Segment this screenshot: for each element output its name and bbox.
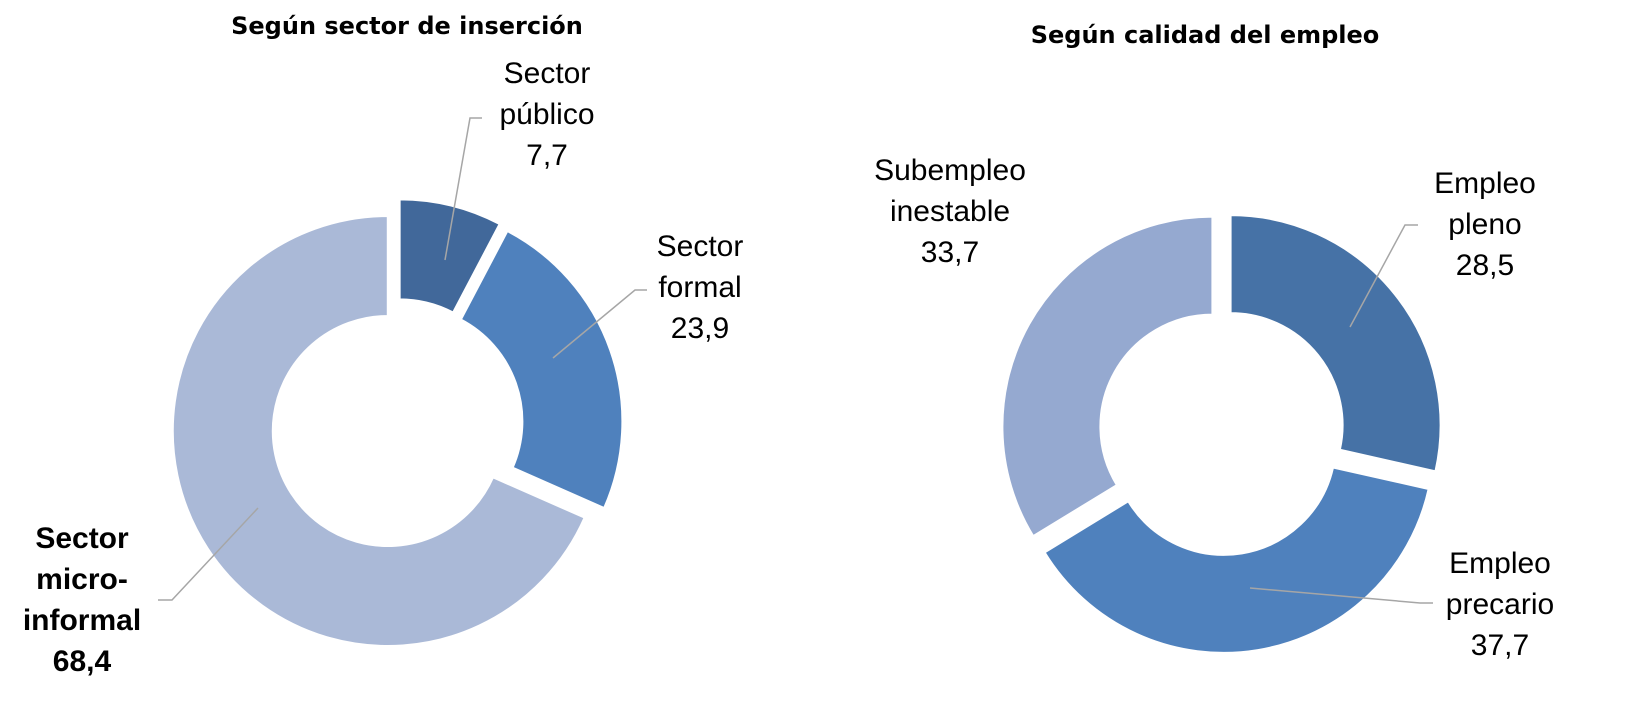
- slice-label: Sector público: [499, 57, 594, 131]
- value-label: 23,9: [671, 312, 729, 345]
- leader-line: [1349, 224, 1418, 328]
- donut-slice: [1001, 215, 1214, 538]
- value-label: 7,7: [526, 139, 568, 172]
- chart-title: Según sector de inserción: [231, 12, 583, 40]
- donut-slice: [459, 229, 624, 510]
- donut-slice: [171, 215, 586, 647]
- value-label: 33,7: [921, 236, 979, 269]
- leader-line: [444, 117, 482, 261]
- slice-label: Sector micro-informal: [23, 522, 141, 637]
- donut-slice: [1229, 214, 1442, 473]
- leader-line: [552, 289, 647, 359]
- value-label: 68,4: [53, 645, 112, 678]
- chart-title: Según calidad del empleo: [1031, 21, 1380, 49]
- slice-label: Empleo precario: [1446, 547, 1554, 621]
- slice-label: Sector formal: [657, 230, 744, 304]
- slice-label: Subempleo inestable: [874, 154, 1026, 228]
- donut-slice: [398, 198, 501, 314]
- donut-slice: [1043, 466, 1430, 654]
- slice-label: Empleo pleno: [1434, 167, 1536, 241]
- value-label: 28,5: [1456, 249, 1514, 282]
- leader-line: [158, 507, 259, 601]
- value-label: 37,7: [1471, 629, 1529, 662]
- leader-line: [1249, 587, 1433, 604]
